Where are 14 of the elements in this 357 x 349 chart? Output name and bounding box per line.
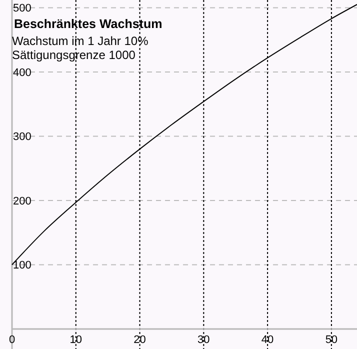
text: Beschränktes Wachstum — [14, 17, 162, 31]
x-tick-label: 30 — [198, 334, 210, 346]
y-tick-label: 200 — [13, 195, 32, 208]
y-tick-label: 300 — [13, 131, 32, 144]
y-tick-label: 400 — [13, 66, 32, 79]
x-tick-label: 50 — [325, 334, 338, 346]
annotation: Sättigungsgrenze 1000 — [12, 48, 136, 62]
x-tick-label: 40 — [261, 334, 274, 346]
x-tick-label: 10 — [70, 334, 82, 346]
y-tick-label: 100 — [13, 260, 32, 272]
text: Wachstum im 1 Jahr 10% — [12, 34, 149, 48]
x-tick-label: 0 — [8, 334, 16, 346]
x-tick-label: 20 — [134, 334, 146, 346]
y-tick-label: 500 — [13, 2, 32, 15]
